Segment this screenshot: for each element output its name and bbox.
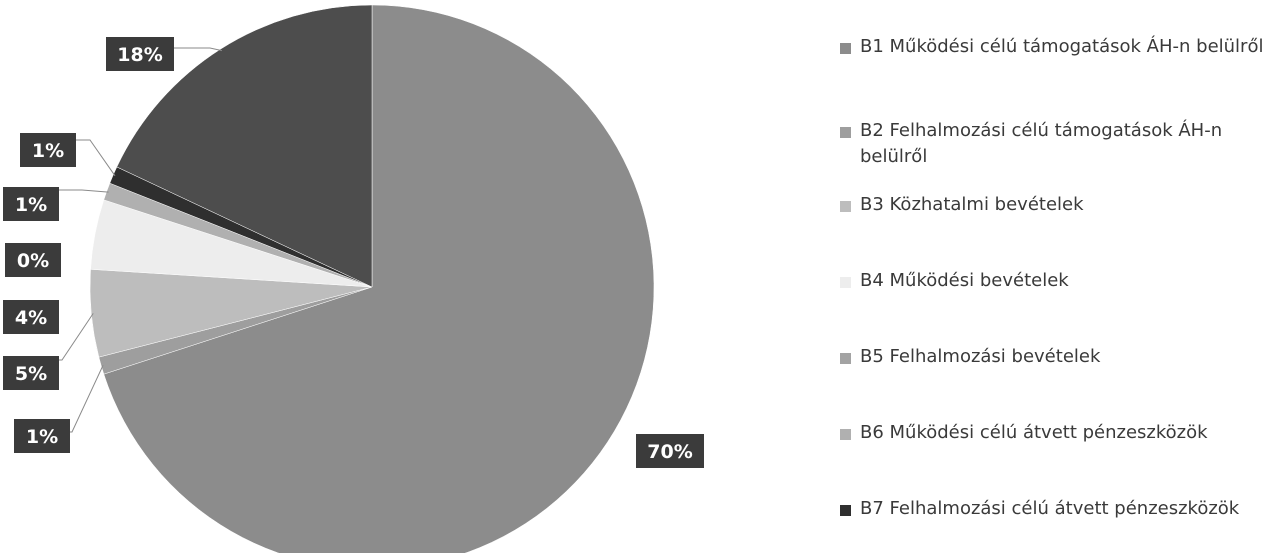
legend-swatch-b6 xyxy=(840,429,851,440)
data-label-b3: 5% xyxy=(3,356,59,390)
legend-label-b2: B2 Felhalmozási célú támogatások ÁH-n be… xyxy=(860,120,1223,167)
data-label-box xyxy=(106,37,174,71)
legend-swatch-b7 xyxy=(840,505,851,516)
leader-line-b6 xyxy=(59,189,109,193)
data-label-text: 1% xyxy=(26,426,58,448)
legend-label-b1: B1 Működési célú támogatások ÁH-n belülr… xyxy=(860,36,1264,57)
data-label-text: 1% xyxy=(15,194,47,216)
data-label-b2: 1% xyxy=(14,419,70,453)
data-label-box xyxy=(3,187,59,221)
data-label-b7: 1% xyxy=(20,133,76,167)
leader-line-other xyxy=(174,47,223,52)
data-label-b6: 1% xyxy=(3,187,59,221)
data-label-text: 1% xyxy=(32,140,64,162)
legend-label-b6: B6 Működési célú átvett pénzeszközök xyxy=(860,422,1208,443)
legend-item-b7: B7 Felhalmozási célú átvett pénzeszközök xyxy=(840,496,1270,522)
pie-slice-b1 xyxy=(103,4,655,553)
data-label-box xyxy=(3,300,59,334)
data-label-b5: 0% xyxy=(5,243,61,277)
leader-line-b7 xyxy=(76,139,116,177)
legend-label-b5: B5 Felhalmozási bevételek xyxy=(860,346,1101,367)
legend-swatch-b5 xyxy=(840,353,851,364)
legend-swatch-b2 xyxy=(840,127,851,138)
legend-item-b2: B2 Felhalmozási célú támogatások ÁH-n be… xyxy=(840,118,1270,172)
data-label-other: 18% xyxy=(106,37,174,71)
data-label-text: 0% xyxy=(17,250,49,272)
legend-item-b1: B1 Működési célú támogatások ÁH-n belülr… xyxy=(840,34,1270,88)
data-label-box xyxy=(3,356,59,390)
legend-swatch-b3 xyxy=(840,201,851,212)
legend-swatch-b1 xyxy=(840,43,851,54)
legend: B1 Működési célú támogatások ÁH-n belülr… xyxy=(840,34,1270,522)
legend-swatch-b4 xyxy=(840,277,851,288)
data-label-b1: 70% xyxy=(636,434,704,468)
legend-label-b7: B7 Felhalmozási célú átvett pénzeszközök xyxy=(860,498,1240,519)
legend-item-b6: B6 Működési célú átvett pénzeszközök xyxy=(840,420,1270,446)
data-label-text: 70% xyxy=(647,441,692,463)
data-label-text: 5% xyxy=(15,363,47,385)
legend-label-b4: B4 Működési bevételek xyxy=(860,270,1069,291)
data-label-box xyxy=(636,434,704,468)
pie-slice-other xyxy=(116,4,373,288)
data-label-text: 18% xyxy=(117,44,162,66)
legend-item-b4: B4 Működési bevételek xyxy=(840,268,1270,294)
data-label-box xyxy=(5,243,61,277)
pie-slices xyxy=(89,4,655,553)
leader-line-b2 xyxy=(70,364,104,433)
leader-lines xyxy=(59,47,223,433)
data-label-text: 4% xyxy=(15,307,47,329)
leader-line-b3 xyxy=(59,313,94,361)
data-label-b4: 4% xyxy=(3,300,59,334)
data-label-box xyxy=(14,419,70,453)
legend-item-b3: B3 Közhatalmi bevételek xyxy=(840,192,1270,218)
data-labels: 70% 1% 5% 4% 0% 1% 1% 18% xyxy=(3,37,704,468)
legend-item-b5: B5 Felhalmozási bevételek xyxy=(840,344,1270,370)
data-label-box xyxy=(20,133,76,167)
legend-label-b3: B3 Közhatalmi bevételek xyxy=(860,194,1084,215)
